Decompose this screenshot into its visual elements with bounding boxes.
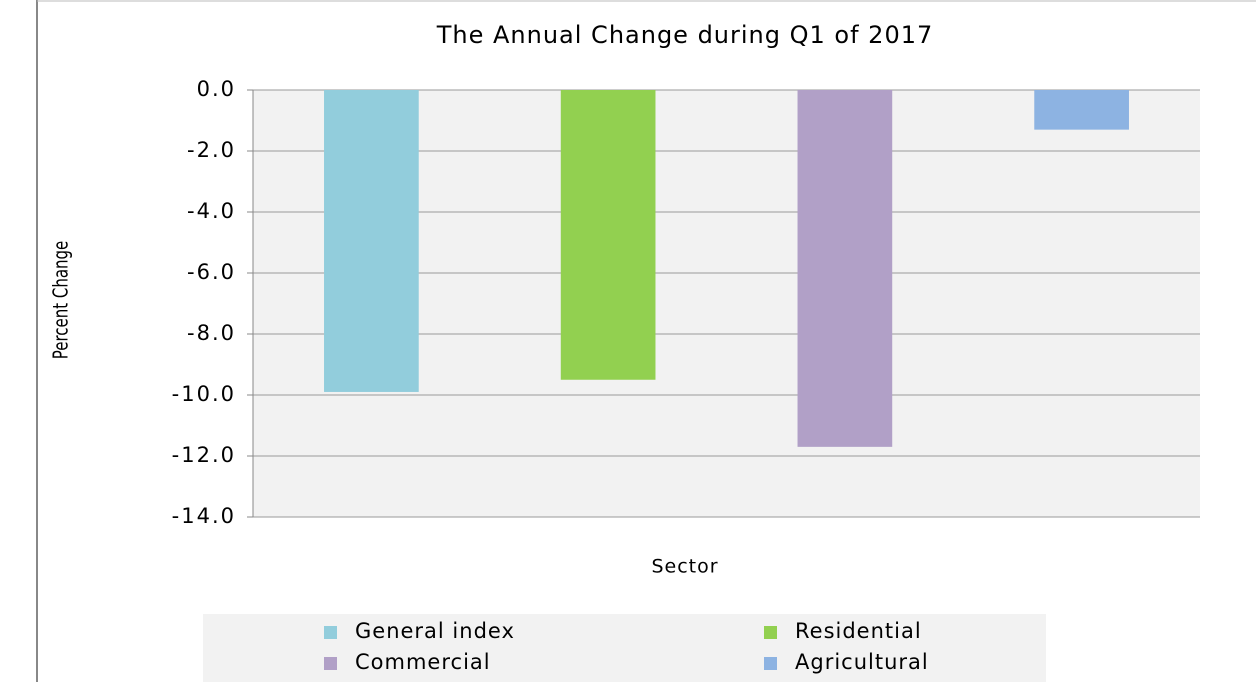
legend-label: Commercial	[355, 650, 491, 674]
y-tick-label: -2.0	[187, 138, 236, 162]
y-tick-label: -4.0	[187, 199, 236, 223]
legend-box	[203, 614, 1046, 682]
bar	[797, 90, 893, 447]
y-tick-label: -10.0	[172, 382, 236, 406]
y-axis-label: Percent Change	[51, 241, 74, 360]
legend-label: Agricultural	[795, 650, 929, 674]
y-tick-label: -8.0	[187, 321, 236, 345]
bar	[560, 90, 656, 380]
y-tick-label: -14.0	[172, 504, 236, 528]
legend-label: Residential	[795, 619, 922, 643]
legend-label: General index	[355, 619, 515, 643]
x-axis-label: Sector	[651, 556, 718, 578]
chart-title: The Annual Change during Q1 of 2017	[436, 21, 934, 49]
y-tick-label: 0.0	[197, 77, 236, 101]
y-tick-label: -12.0	[172, 443, 236, 467]
legend-swatch	[324, 657, 337, 670]
legend-swatch	[764, 626, 777, 639]
legend-swatch	[764, 657, 777, 670]
legend-swatch	[324, 626, 337, 639]
bar	[1034, 90, 1129, 130]
bar	[324, 90, 419, 392]
y-tick-label: -6.0	[187, 260, 236, 284]
